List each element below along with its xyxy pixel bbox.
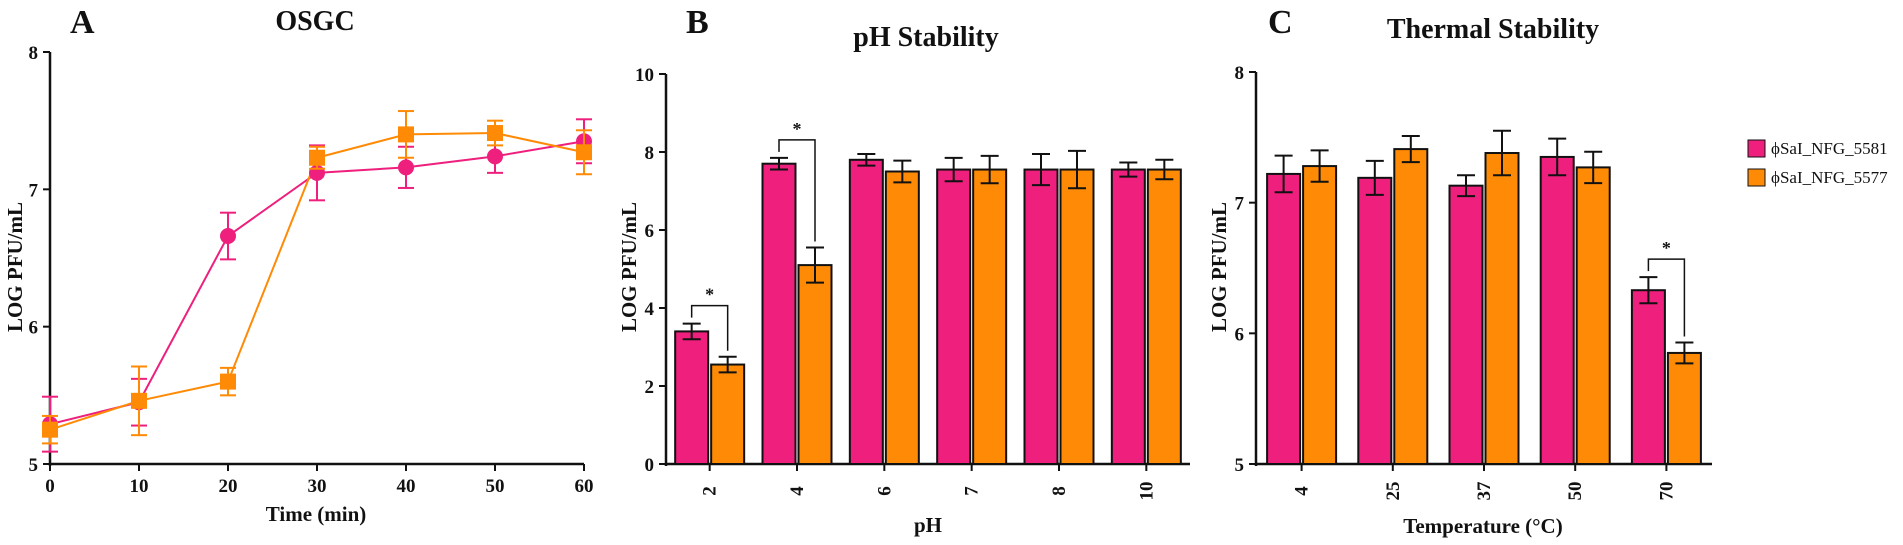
- panel-a-xtick-label: 30: [308, 476, 327, 497]
- panel-c-xtick-label: 25: [1383, 482, 1404, 501]
- panel-c-bar-s2: [1575, 166, 1611, 466]
- panel-b-bar-s1: [761, 162, 797, 465]
- panel-a-xtick-label: 60: [575, 476, 594, 497]
- panel-c-xtick-label: 4: [1292, 486, 1313, 496]
- panel-b-xtick-label: 10: [1136, 482, 1157, 501]
- panel-c-plot: 5 6 7 8 4 25 37 50 70 *: [1235, 63, 1712, 501]
- panel-a-xtick-label: 10: [130, 476, 149, 497]
- panel-b-ytick-label: 6: [645, 221, 655, 242]
- panel-b-bar-s2: [797, 264, 833, 465]
- panel-a-point-s2: [487, 125, 503, 142]
- panel-c: C Thermal Stability Temperature (°C) LOG…: [1207, 4, 1888, 538]
- panel-b-bar-s1: [674, 330, 710, 465]
- panel-a-title: OSGC: [275, 6, 354, 37]
- panel-b-label: B: [686, 4, 709, 41]
- panel-c-bar-s1: [1357, 176, 1393, 465]
- panel-b-significance-bracket: [778, 139, 816, 242]
- panel-c-xtick-label: 50: [1565, 482, 1586, 501]
- panel-b-ytick-label: 2: [645, 377, 655, 398]
- panel-b-plot: 0 2 4 6 8 10 2 4 6 7 8 10 * *: [635, 65, 1190, 501]
- panel-a-point-s2: [220, 373, 236, 390]
- panel-b: B pH Stability pH LOG PFU/mL 0 2 4 6 8 10 2 4 6 7…: [617, 4, 1190, 537]
- panel-c-ytick-label: 6: [1235, 324, 1245, 345]
- panel-b-bar-s1: [848, 158, 884, 466]
- panel-a-xtick-label: 40: [397, 476, 416, 497]
- panel-a-point-s1: [398, 159, 414, 176]
- panel-b-ytick-label: 8: [645, 143, 655, 164]
- legend-swatch-5581: [1747, 139, 1766, 158]
- panel-c-ytick-label: 7: [1235, 194, 1245, 215]
- panel-b-xtick-label: 4: [787, 486, 808, 496]
- panel-b-xtick-label: 6: [874, 486, 895, 496]
- panel-b-title: pH Stability: [853, 22, 998, 53]
- panel-a-ylabel: LOG PFU/mL: [3, 202, 27, 332]
- panel-a-ytick-label: 7: [29, 180, 39, 201]
- panel-a-ytick-label: 5: [29, 455, 39, 476]
- panel-b-ylabel: LOG PFU/mL: [617, 202, 641, 332]
- legend-swatch-5577: [1747, 168, 1766, 187]
- panel-c-significance-star: *: [1662, 238, 1671, 258]
- panel-c-bar-s1: [1266, 172, 1302, 465]
- panel-b-ytick-label: 10: [635, 65, 654, 86]
- panel-c-title: Thermal Stability: [1387, 14, 1599, 45]
- panel-c-xtick-label: 37: [1474, 481, 1495, 501]
- panel-c-bar-s2: [1302, 165, 1338, 466]
- panel-c-ylabel: LOG PFU/mL: [1207, 202, 1231, 332]
- legend-label-5577: ϕSaI_NFG_5577: [1771, 168, 1888, 187]
- panel-b-bar-s2: [972, 168, 1008, 466]
- panel-b-bar-s1: [936, 168, 972, 466]
- panel-a-point-s1: [487, 148, 503, 165]
- panel-b-xtick-label: 8: [1049, 486, 1070, 496]
- panel-b-significance-bracket: [690, 304, 729, 351]
- panel-a-xtick-label: 50: [486, 476, 505, 497]
- panel-a-label: A: [70, 4, 95, 41]
- panel-a-point-s2: [398, 126, 414, 143]
- panel-a-xtick-label: 0: [45, 476, 55, 497]
- panel-b-bar-s2: [710, 363, 746, 465]
- panel-b-bar-s1: [1023, 168, 1059, 466]
- panel-a-point-s1: [220, 228, 236, 245]
- panel-c-ytick-label: 8: [1235, 63, 1245, 84]
- panel-c-label: C: [1268, 4, 1293, 41]
- panel-b-xlabel: pH: [914, 513, 942, 537]
- panel-a: A OSGC Time (min) LOG PFU/mL 5 6 7 8 0 10 20 30…: [3, 4, 594, 526]
- panel-a-ytick-label: 6: [29, 318, 39, 339]
- panel-a-xtick-label: 20: [219, 476, 238, 497]
- panel-b-bar-s2: [1059, 168, 1095, 466]
- panel-a-ytick-label: 8: [29, 43, 39, 64]
- panel-b-bar-s2: [1146, 168, 1182, 466]
- panel-c-xlabel: Temperature (°C): [1403, 514, 1562, 538]
- panel-b-xtick-label: 2: [700, 486, 721, 496]
- panel-b-xtick-label: 7: [962, 486, 983, 496]
- panel-a-point-s2: [309, 149, 325, 166]
- legend-label-5581: ϕSaI_NFG_5581: [1771, 139, 1888, 158]
- panel-c-bar-s2: [1666, 351, 1702, 465]
- panel-b-significance-star: *: [705, 285, 714, 305]
- panel-a-point-s2: [42, 421, 58, 438]
- panel-a-xlabel: Time (min): [266, 502, 367, 526]
- panel-c-bar-s1: [1630, 289, 1666, 466]
- panel-c-ytick-label: 5: [1235, 455, 1245, 476]
- panel-c-bar-s1: [1448, 184, 1484, 465]
- panel-c-bar-s1: [1539, 155, 1575, 466]
- panel-c-xtick-label: 70: [1656, 482, 1677, 501]
- legend: ϕSaI_NFG_5581 ϕSaI_NFG_5577: [1747, 139, 1888, 187]
- panel-a-plot: 5 6 7 8 0 10 20 30 40 50 60: [29, 43, 594, 497]
- panel-b-ytick-label: 4: [645, 299, 655, 320]
- panel-c-bar-s2: [1393, 148, 1429, 466]
- panel-b-significance-star: *: [793, 119, 802, 139]
- panel-a-point-s2: [131, 392, 147, 409]
- panel-b-bar-s1: [1110, 168, 1146, 466]
- panel-a-point-s2: [576, 144, 592, 161]
- panel-c-bar-s2: [1484, 152, 1520, 465]
- panel-b-bar-s2: [884, 170, 920, 465]
- panel-c-significance-bracket: [1647, 258, 1686, 337]
- panel-b-ytick-label: 0: [645, 455, 655, 476]
